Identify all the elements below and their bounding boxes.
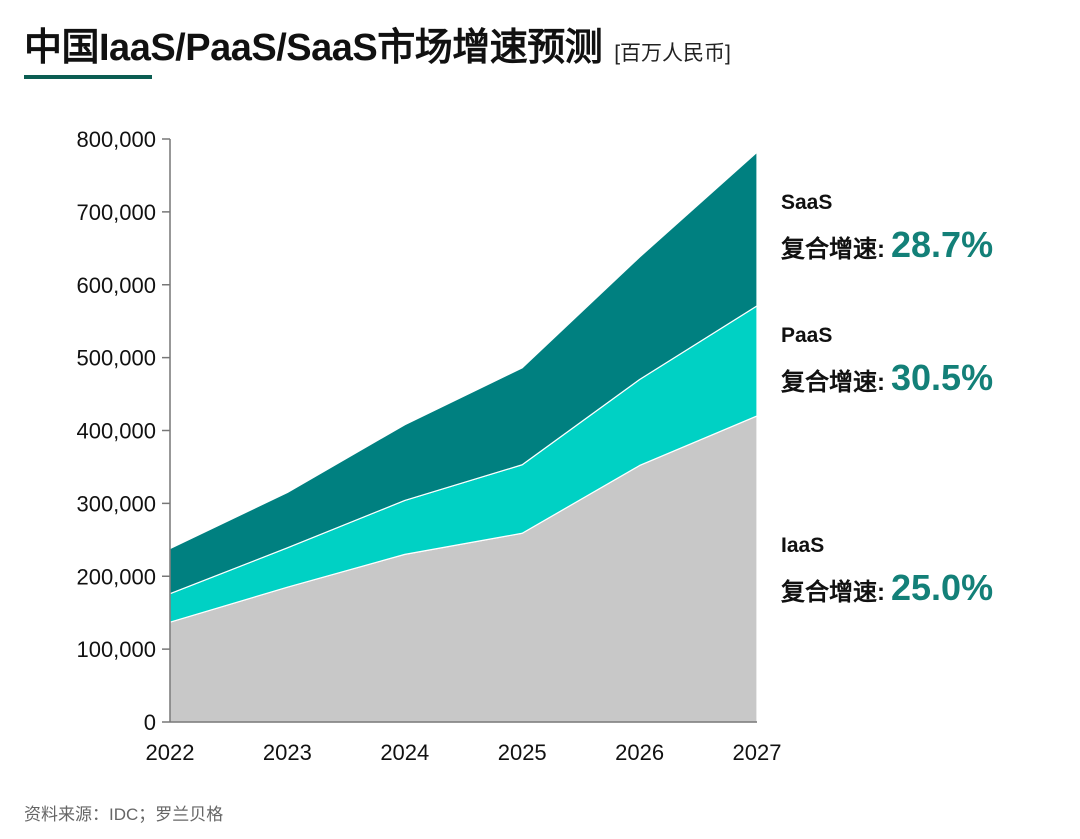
legend-saas-name: SaaS (781, 191, 833, 214)
legend-iaas-cagr-label: 复合增速: (781, 579, 885, 606)
y-tick-label: 800,000 (76, 127, 156, 152)
legend-saas-cagr-value: 28.7% (891, 224, 994, 265)
x-tick-label: 2024 (380, 740, 429, 765)
y-tick-label: 0 (144, 710, 156, 735)
x-tick-label: 2022 (146, 740, 195, 765)
legend-paas-cagr: 复合增速: 30.5% (781, 357, 1071, 399)
legend-iaas-cagr: 复合增速: 25.0% (781, 567, 1071, 609)
legend-saas-cagr: 复合增速: 28.7% (781, 224, 1071, 266)
legend-paas: PaaS 复合增速: 30.5% (781, 323, 1071, 399)
legend-iaas: IaaS 复合增速: 25.0% (781, 533, 1071, 609)
x-tick-label: 2025 (498, 740, 547, 765)
x-tick-label: 2027 (733, 740, 782, 765)
legend-saas-cagr-label: 复合增速: (781, 236, 885, 263)
y-tick-label: 500,000 (76, 346, 156, 371)
page-title: 中国IaaS/PaaS/SaaS市场增速预测 (24, 27, 603, 69)
legend-iaas-cagr-value: 25.0% (891, 567, 994, 608)
y-tick-label: 300,000 (76, 491, 156, 516)
legend-paas-cagr-value: 30.5% (891, 357, 994, 398)
y-tick-label: 400,000 (76, 419, 156, 444)
legend-paas-cagr-label: 复合增速: (781, 369, 885, 396)
legend-saas: SaaS 复合增速: 28.7% (781, 190, 1071, 266)
legend-paas-name: PaaS (781, 324, 833, 347)
title-underline (24, 75, 152, 79)
y-tick-label: 200,000 (76, 564, 156, 589)
title-row: 中国IaaS/PaaS/SaaS市场增速预测 [百万人民币] (24, 16, 731, 71)
y-tick-label: 700,000 (76, 200, 156, 225)
y-tick-label: 600,000 (76, 273, 156, 298)
legend-iaas-name: IaaS (781, 534, 825, 557)
source-note: 资料来源：IDC；罗兰贝格 (24, 805, 224, 824)
y-tick-label: 100,000 (76, 637, 156, 662)
area-saas (169, 151, 758, 595)
unit-label: [百万人民币] (614, 42, 731, 65)
x-tick-label: 2023 (263, 740, 312, 765)
x-tick-label: 2026 (615, 740, 664, 765)
